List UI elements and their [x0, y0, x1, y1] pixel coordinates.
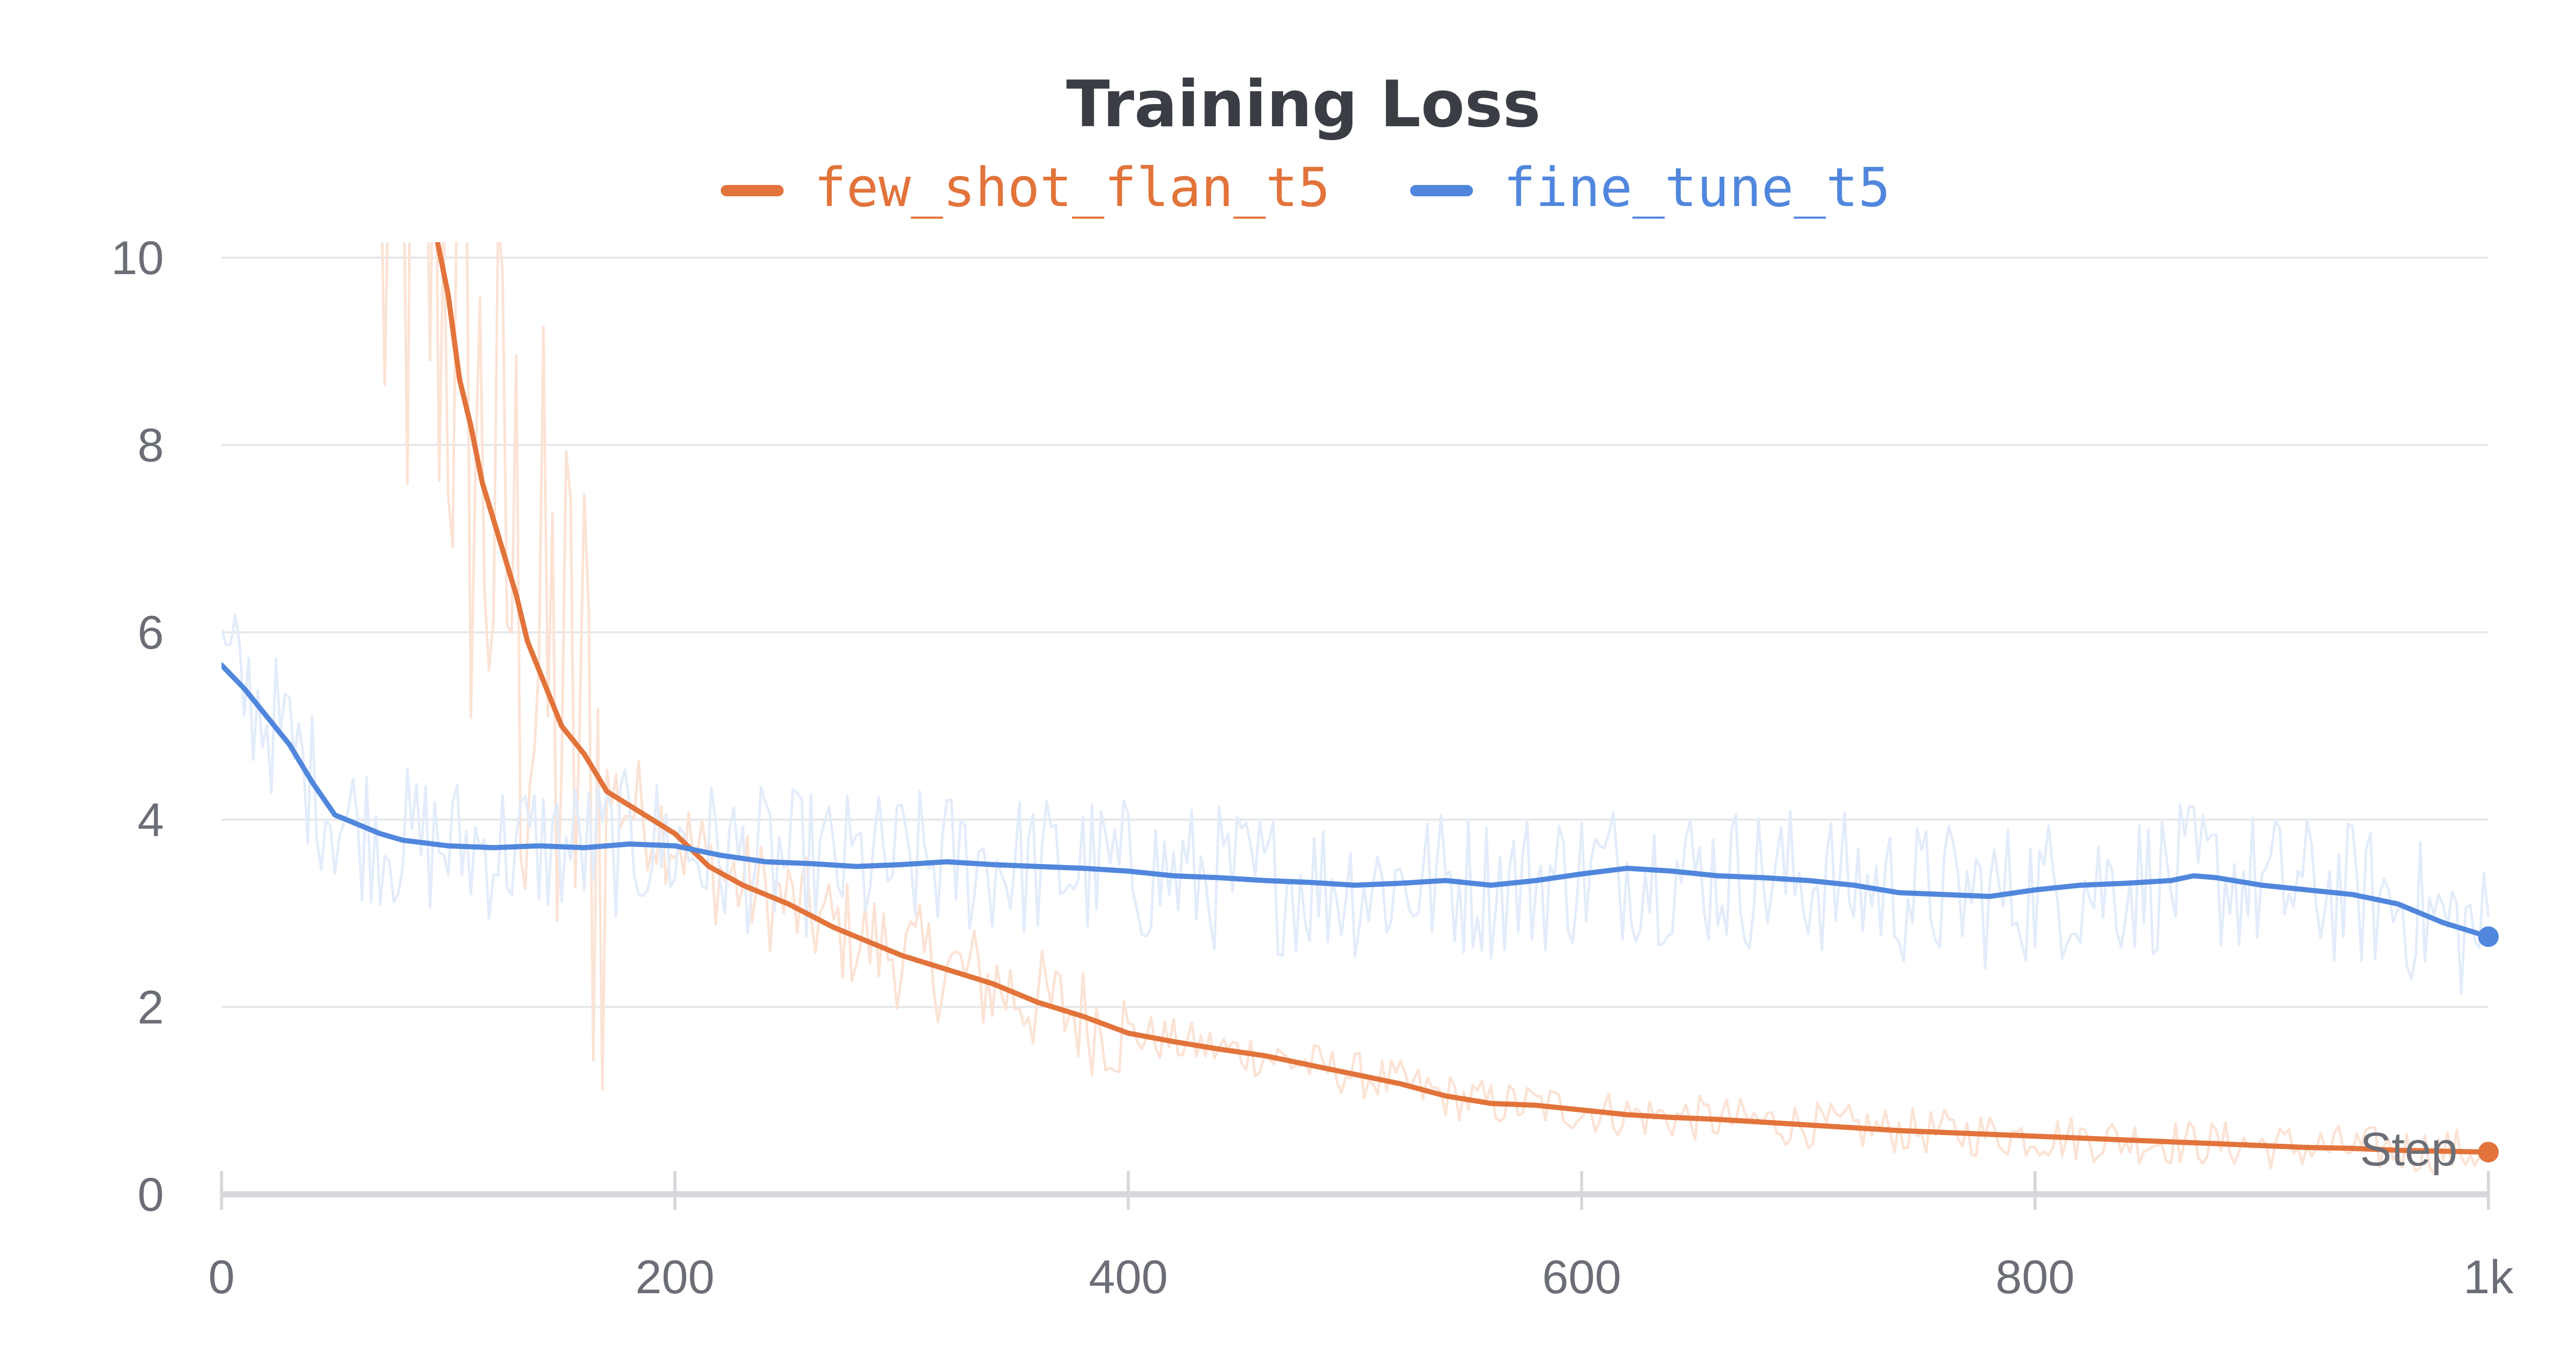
y-tick-label: 8 [138, 419, 164, 472]
y-tick-label: 2 [138, 981, 164, 1034]
axes: 0 2 4 6 8 10 0 200 400 600 800 1k [111, 232, 2514, 1304]
x-tick-label: 1k [2463, 1251, 2514, 1304]
x-axis-label: Step [2360, 1123, 2458, 1176]
series-line-fine_tune_t5[interactable] [222, 662, 2491, 939]
legend-item-few_shot_flan_t5[interactable]: few_shot_flan_t5 [721, 156, 1330, 219]
y-tick-label: 0 [138, 1169, 164, 1221]
x-tick-label: 0 [208, 1251, 234, 1304]
y-tick-label: 6 [138, 606, 164, 659]
y-tick-label: 4 [138, 794, 164, 847]
legend-item-fine_tune_t5[interactable]: fine_tune_t5 [1410, 156, 1890, 219]
series-line-few_shot_flan_t5[interactable] [435, 239, 2491, 1155]
legend-label: fine_tune_t5 [1503, 156, 1890, 219]
raw-trace-few_shot_flan_t5 [381, 242, 2490, 1176]
y-tick-label: 10 [111, 232, 164, 284]
series-line-layer [222, 239, 2491, 1155]
legend-label: few_shot_flan_t5 [814, 156, 1330, 219]
series-end-point[interactable] [2478, 926, 2499, 947]
legend[interactable]: few_shot_flan_t5 fine_tune_t5 [721, 156, 1890, 219]
x-tick-label: 800 [1995, 1251, 2075, 1304]
raw-trace-fine_tune_t5 [222, 614, 2490, 995]
x-tick-label: 200 [635, 1251, 715, 1304]
x-tick-label: 600 [1542, 1251, 1621, 1304]
raw-series-layer [222, 242, 2490, 1176]
chart-title: Training Loss [1066, 67, 1540, 142]
x-tick-label: 400 [1089, 1251, 1168, 1304]
series-end-point[interactable] [2478, 1142, 2499, 1163]
